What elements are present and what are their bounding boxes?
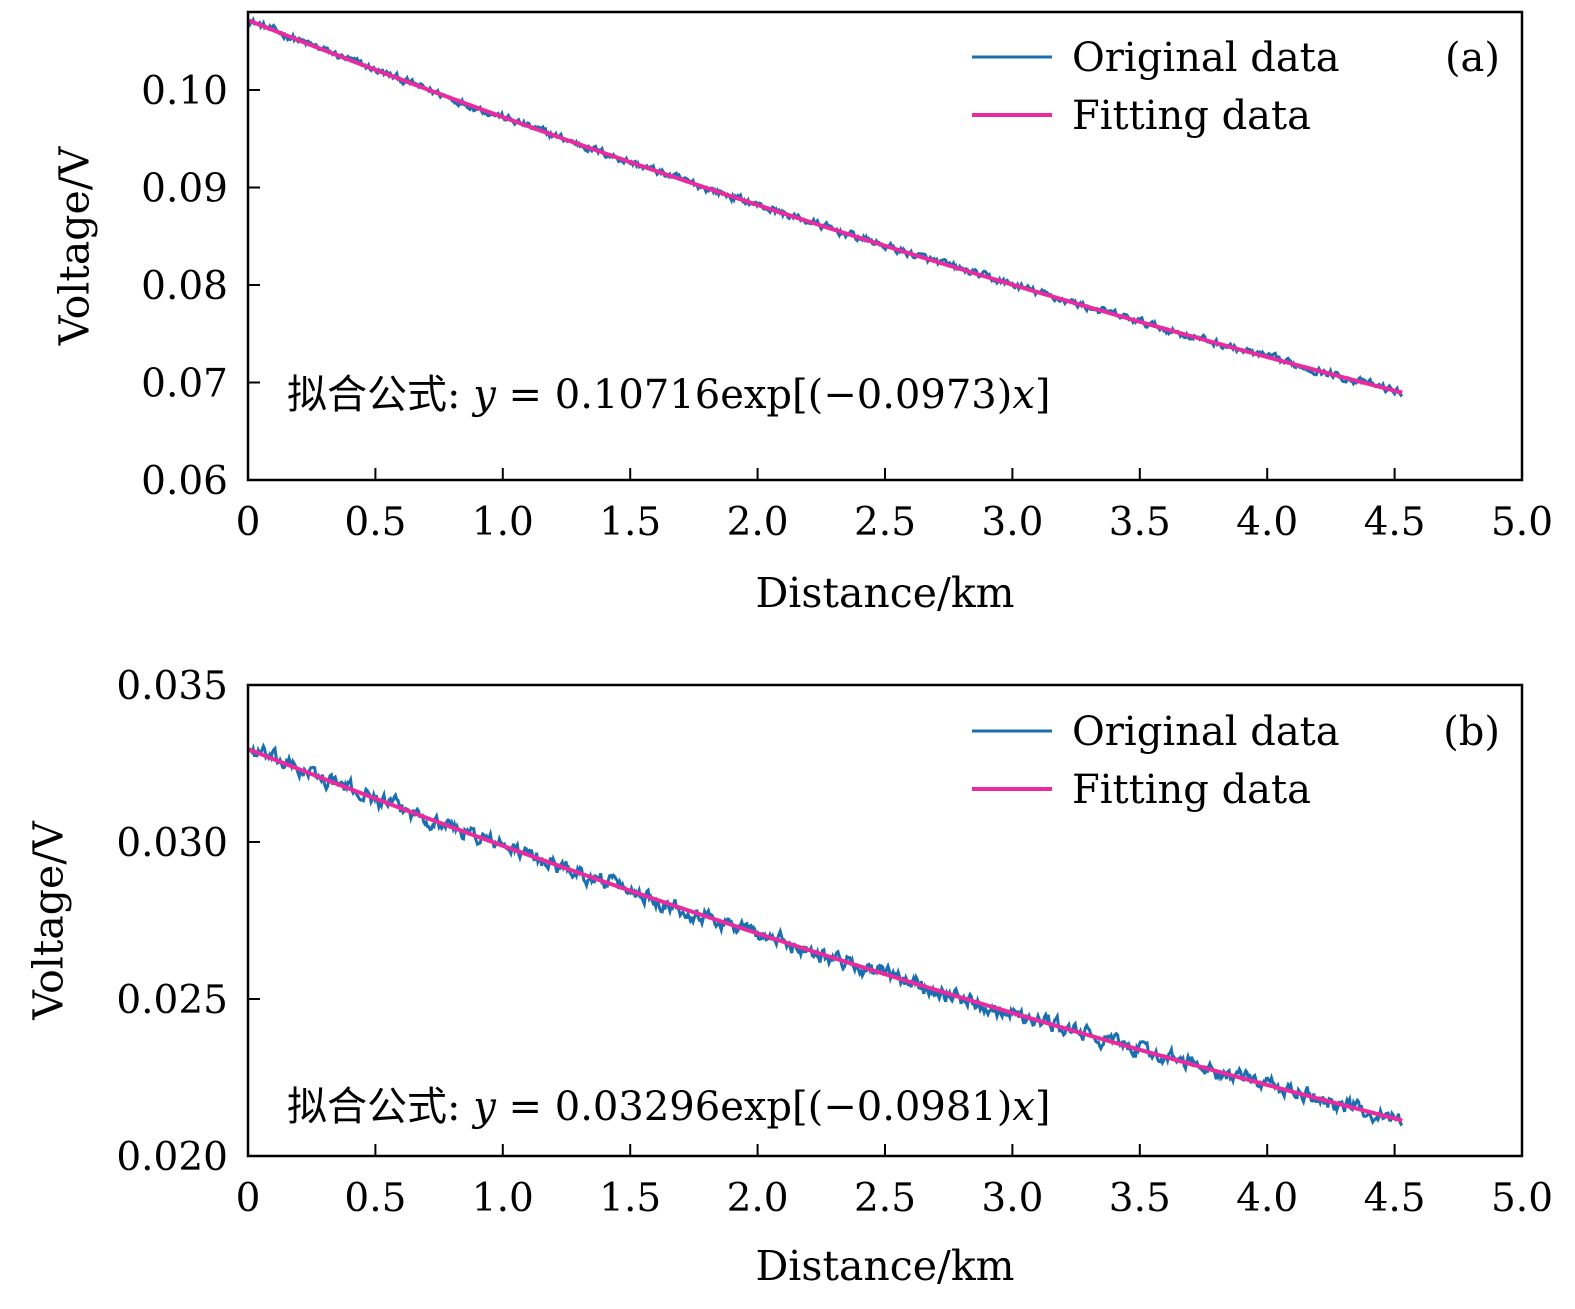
x-tick-label: 2.5 [854, 500, 916, 545]
panel-b-legend: Original data (b) Fitting data [972, 709, 1500, 813]
y-tick-label: 0.10 [141, 69, 228, 114]
x-tick-label: 3.0 [981, 1176, 1043, 1221]
x-tick-label: 0 [236, 1176, 261, 1221]
panel-b-y-axis-title: Voltage/V [25, 820, 73, 1021]
panel-b-label: (b) [1443, 709, 1500, 755]
x-tick-label: 2.0 [727, 500, 789, 545]
y-tick-label: 0.09 [141, 167, 228, 212]
panel-a-x-axis-title: Distance/km [755, 569, 1014, 617]
panel-b-x-ticks: 0 0.5 1.0 1.5 2.0 2.5 3.0 3.5 4.0 4.5 5.0 [236, 1144, 1553, 1221]
panel-b-series [247, 742, 1404, 1127]
formula-close-paren: ) [997, 372, 1013, 418]
x-tick-label: 1.0 [472, 500, 534, 545]
x-tick-label: 1.5 [599, 500, 661, 545]
panel-a-legend: Original data (a) Fitting data [972, 35, 1500, 139]
x-tick-label: 0.5 [344, 1176, 406, 1221]
formula-y: y [471, 1084, 497, 1130]
panel-a-x-ticks: 0 0.5 1.0 1.5 2.0 2.5 3.0 3.5 4.0 4.5 5.0 [236, 468, 1553, 545]
x-tick-label: 4.0 [1236, 1176, 1298, 1221]
y-tick-label: 0.020 [116, 1135, 228, 1180]
panel-b-original-data-line [247, 742, 1404, 1127]
panel-b-fitting-data-line [247, 747, 1403, 1123]
formula-coefficient: 0.03296 [555, 1084, 720, 1130]
formula-rate: −0.0981 [823, 1084, 996, 1130]
x-tick-label: 3.0 [981, 500, 1043, 545]
x-tick-label: 3.5 [1109, 500, 1171, 545]
x-tick-label: 4.0 [1236, 500, 1298, 545]
x-tick-label: 5.0 [1491, 1176, 1553, 1221]
y-tick-label: 0.08 [141, 264, 228, 309]
y-tick-label: 0.07 [141, 362, 228, 407]
panel-a: 0 0.5 1.0 1.5 2.0 2.5 3.0 3.5 4.0 4.5 5.0 0.06 0.07… [51, 10, 1553, 617]
panel-a-series [246, 16, 1404, 398]
formula-close-bracket: ] [1035, 1084, 1051, 1130]
x-tick-label: 4.5 [1364, 500, 1426, 545]
x-tick-label: 2.0 [727, 1176, 789, 1221]
panel-a-label: (a) [1445, 35, 1500, 81]
formula-equals: = [496, 1084, 555, 1130]
x-tick-label: 0.5 [344, 500, 406, 545]
y-tick-label: 0.025 [116, 978, 228, 1023]
panel-b-fit-formula: 拟合公式: y = 0.03296exp[(−0.0981)x] [287, 1084, 1051, 1130]
formula-prefix: 拟合公式: [287, 1084, 473, 1130]
formula-coefficient: 0.10716 [555, 372, 720, 418]
panel-a-y-ticks: 0.06 0.07 0.08 0.09 0.10 [141, 69, 260, 504]
formula-equals: = [496, 372, 555, 418]
panel-a-fit-formula: 拟合公式: y = 0.10716exp[(−0.0973)x] [287, 372, 1051, 418]
panel-b-x-axis-title: Distance/km [755, 1242, 1014, 1290]
formula-y: y [471, 372, 497, 418]
x-tick-label: 2.5 [854, 1176, 916, 1221]
x-tick-label: 5.0 [1491, 500, 1553, 545]
x-tick-label: 0 [236, 500, 261, 545]
y-tick-label: 0.035 [116, 664, 228, 709]
x-tick-label: 1.0 [472, 1176, 534, 1221]
y-tick-label: 0.06 [141, 459, 228, 504]
panel-a-fitting-data-line [247, 18, 1403, 395]
formula-x: x [1012, 372, 1035, 418]
panel-a-y-axis-title: Voltage/V [51, 145, 99, 346]
panel-b-legend-fitting-label: Fitting data [1072, 767, 1311, 813]
formula-exp-open: exp[( [720, 372, 823, 418]
formula-close-bracket: ] [1035, 372, 1051, 418]
panel-b-y-ticks: 0.020 0.025 0.030 0.035 [116, 664, 260, 1180]
formula-close-paren: ) [997, 1084, 1013, 1130]
x-tick-label: 1.5 [599, 1176, 661, 1221]
panel-a-legend-original-label: Original data [1072, 35, 1340, 81]
panel-b: 0 0.5 1.0 1.5 2.0 2.5 3.0 3.5 4.0 4.5 5.0 0.0200.0… [25, 664, 1554, 1290]
formula-prefix: 拟合公式: [287, 372, 473, 418]
panel-a-legend-fitting-label: Fitting data [1072, 93, 1311, 139]
formula-rate: −0.0973 [823, 372, 996, 418]
x-tick-label: 4.5 [1364, 1176, 1426, 1221]
panel-b-legend-original-label: Original data [1072, 709, 1340, 755]
x-tick-label: 3.5 [1109, 1176, 1171, 1221]
formula-x: x [1012, 1084, 1035, 1130]
y-tick-label: 0.030 [116, 821, 228, 866]
formula-exp-open: exp[( [720, 1084, 823, 1130]
